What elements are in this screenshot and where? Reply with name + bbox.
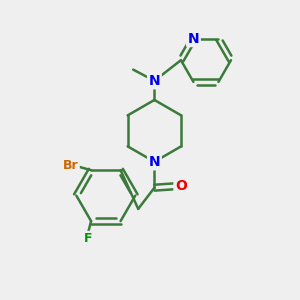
Text: O: O xyxy=(175,179,187,193)
Text: Br: Br xyxy=(63,159,78,172)
Text: N: N xyxy=(148,74,160,88)
Text: N: N xyxy=(148,155,160,169)
Text: N: N xyxy=(188,32,199,46)
Text: F: F xyxy=(84,232,92,245)
